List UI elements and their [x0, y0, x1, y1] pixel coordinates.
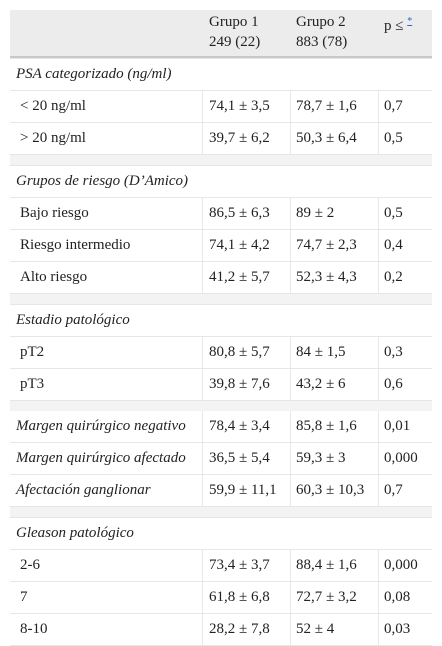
section-gleason: Gleason patológico	[10, 517, 432, 550]
section-spacer	[10, 401, 432, 411]
table-row: < 20 ng/ml 74,1 ± 3,5 78,7 ± 1,6 0,7	[10, 91, 432, 123]
table-row: Alto riesgo 41,2 ± 5,7 52,3 ± 4,3 0,2	[10, 262, 432, 294]
section-title: Grupos de riesgo (D’Amico)	[16, 173, 189, 189]
footnote-link[interactable]: *	[407, 16, 413, 27]
header-grupo-1: Grupo 1 249 (22)	[203, 10, 291, 56]
row-label: Riesgo intermedio	[10, 230, 203, 261]
row-label: 8-10	[10, 614, 203, 645]
table-row: pT3 39,8 ± 7,6 43,2 ± 6 0,6	[10, 369, 432, 401]
p-value: 0,6	[384, 376, 403, 392]
grupo-1-value: 73,4 ± 3,7	[203, 550, 291, 581]
grupo-2-value: 59,3 ± 3	[291, 443, 379, 474]
p-value: 0,08	[384, 589, 411, 605]
grupo-2-value: 74,7 ± 2,3	[291, 230, 379, 261]
grupo-2-value: 78,7 ± 1,6	[291, 91, 379, 122]
header-grupo-1-name: Grupo 1	[209, 14, 259, 30]
row-label: Afectación ganglionar	[10, 475, 203, 506]
grupo-1-value: 61,8 ± 6,8	[203, 582, 291, 613]
header-grupo-2: Grupo 2 883 (78)	[291, 10, 379, 56]
grupo-2-value: 88,4 ± 1,6	[291, 550, 379, 581]
grupo-2-value: 89 ± 2	[291, 198, 379, 229]
header-empty-cell	[10, 10, 203, 56]
table-row: Bajo riesgo 86,5 ± 6,3 89 ± 2 0,5	[10, 198, 432, 230]
grupo-2-value: 50,3 ± 6,4	[291, 123, 379, 154]
p-value: 0,5	[384, 130, 403, 146]
p-value: 0,3	[384, 344, 403, 360]
row-label: Alto riesgo	[10, 262, 203, 293]
grupo-2-value: 52,3 ± 4,3	[291, 262, 379, 293]
table-row: Margen quirúrgico afectado 36,5 ± 5,4 59…	[10, 443, 432, 475]
p-value: 0,7	[384, 482, 403, 498]
p-value: 0,000	[384, 557, 418, 573]
section-spacer	[10, 507, 432, 517]
header-p-value: p ≤ *	[379, 10, 432, 56]
section-psa: PSA categorizado (ng/ml)	[10, 58, 432, 91]
table-row: 8-10 28,2 ± 7,8 52 ± 4 0,03	[10, 614, 432, 646]
table-row: Afectación ganglionar 59,9 ± 11,1 60,3 ±…	[10, 475, 432, 507]
grupo-2-value: 84 ± 1,5	[291, 337, 379, 368]
section-riesgo: Grupos de riesgo (D’Amico)	[10, 165, 432, 198]
p-value: 0,4	[384, 237, 403, 253]
grupo-1-value: 80,8 ± 5,7	[203, 337, 291, 368]
grupo-2-value: 52 ± 4	[291, 614, 379, 645]
section-title: Estadio patológico	[16, 312, 130, 328]
row-label: pT3	[10, 369, 203, 400]
table-row: Riesgo intermedio 74,1 ± 4,2 74,7 ± 2,3 …	[10, 230, 432, 262]
grupo-2-value: 43,2 ± 6	[291, 369, 379, 400]
section-title: PSA categorizado (ng/ml)	[16, 66, 172, 82]
row-label: Bajo riesgo	[10, 198, 203, 229]
grupo-2-value: 60,3 ± 10,3	[291, 475, 379, 506]
grupo-1-value: 59,9 ± 11,1	[203, 475, 291, 506]
p-value: 0,000	[384, 450, 418, 466]
table-header: Grupo 1 249 (22) Grupo 2 883 (78) p ≤ *	[10, 10, 432, 58]
table-row: Margen quirúrgico negativo 78,4 ± 3,4 85…	[10, 411, 432, 443]
grupo-1-value: 39,8 ± 7,6	[203, 369, 291, 400]
header-p-label: p ≤	[384, 18, 404, 34]
grupo-2-value: 85,8 ± 1,6	[291, 411, 379, 442]
p-value: 0,7	[384, 98, 403, 114]
grupo-1-value: 78,4 ± 3,4	[203, 411, 291, 442]
row-label: 7	[10, 582, 203, 613]
row-label: pT2	[10, 337, 203, 368]
grupo-2-value: 72,7 ± 3,2	[291, 582, 379, 613]
section-spacer	[10, 294, 432, 304]
row-label: Margen quirúrgico negativo	[10, 411, 203, 442]
p-value: 0,03	[384, 621, 411, 637]
grupo-1-value: 74,1 ± 4,2	[203, 230, 291, 261]
grupo-1-value: 28,2 ± 7,8	[203, 614, 291, 645]
grupo-1-value: 36,5 ± 5,4	[203, 443, 291, 474]
row-label: 2-6	[10, 550, 203, 581]
row-label: Margen quirúrgico afectado	[10, 443, 203, 474]
section-title: Gleason patológico	[16, 525, 134, 541]
p-value: 0,2	[384, 269, 403, 285]
p-value: 0,5	[384, 205, 403, 221]
header-grupo-1-count: 249 (22)	[209, 34, 261, 50]
table-row: 2-6 73,4 ± 3,7 88,4 ± 1,6 0,000	[10, 550, 432, 582]
table-row: 7 61,8 ± 6,8 72,7 ± 3,2 0,08	[10, 582, 432, 614]
section-estadio: Estadio patológico	[10, 304, 432, 337]
grupo-1-value: 41,2 ± 5,7	[203, 262, 291, 293]
grupo-1-value: 86,5 ± 6,3	[203, 198, 291, 229]
table-row: pT2 80,8 ± 5,7 84 ± 1,5 0,3	[10, 337, 432, 369]
row-label: < 20 ng/ml	[10, 91, 203, 122]
section-spacer	[10, 155, 432, 165]
header-grupo-2-count: 883 (78)	[296, 34, 348, 50]
results-table: Grupo 1 249 (22) Grupo 2 883 (78) p ≤ * …	[10, 10, 432, 646]
table-row: > 20 ng/ml 39,7 ± 6,2 50,3 ± 6,4 0,5	[10, 123, 432, 155]
grupo-1-value: 39,7 ± 6,2	[203, 123, 291, 154]
grupo-1-value: 74,1 ± 3,5	[203, 91, 291, 122]
header-grupo-2-name: Grupo 2	[296, 14, 346, 30]
p-value: 0,01	[384, 418, 411, 434]
row-label: > 20 ng/ml	[10, 123, 203, 154]
